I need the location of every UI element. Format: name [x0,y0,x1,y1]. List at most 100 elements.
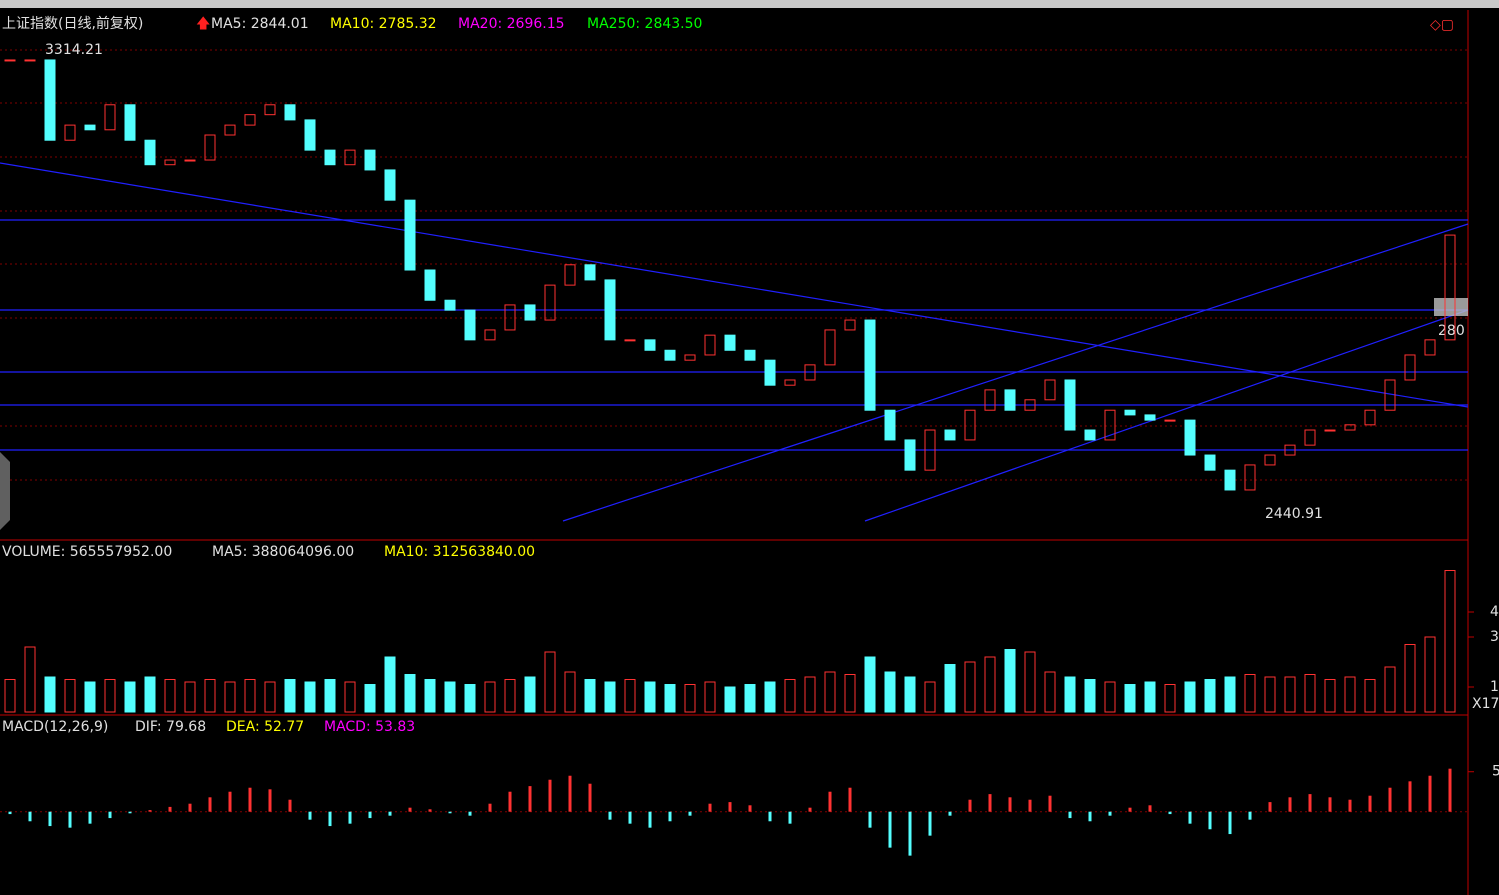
candle [124,104,136,141]
volume-bar [104,679,116,713]
volume-bar [1024,651,1036,713]
candle [1104,409,1116,441]
volume-bar [684,684,696,713]
volume-bar [1164,684,1176,713]
volume-bar [164,679,176,713]
candle [164,159,176,166]
volume-bar [1444,570,1456,713]
candle [1364,409,1376,426]
candle [744,349,756,361]
volume-bar [1244,674,1256,713]
candle [224,124,236,136]
candle [724,334,736,351]
volume-bar [724,686,736,713]
high-label: 3314.21 [45,42,103,58]
candle [564,264,576,286]
candle [324,149,336,166]
volume-bar [764,681,776,713]
volume-bar [884,671,896,713]
ma20-label: MA20: 2696.15 [458,16,565,32]
candle [1084,429,1096,441]
volume-bar [204,679,216,713]
volume-bar [784,679,796,713]
candle [544,284,556,321]
candle [344,149,356,166]
candle [1124,409,1136,416]
candle [524,304,536,321]
candle [824,329,836,366]
volume-bar [44,676,56,713]
volume-bar [1404,644,1416,713]
candle [584,264,596,281]
y-tick-label: 4 [1490,604,1499,620]
candle [1024,399,1036,411]
candle [904,439,916,471]
low-label: 2440.91 [1265,506,1323,522]
volume-bar [1364,679,1376,713]
side-handle[interactable] [0,452,10,530]
volume-bar [304,681,316,713]
volume-bar [1184,681,1196,713]
volume-bar [344,681,356,713]
candle [964,409,976,441]
volume-bar [484,681,496,713]
candle [484,329,496,341]
volume-bar [1064,676,1076,713]
volume-bar [1084,679,1096,713]
candle [1224,469,1236,491]
volume-bar [144,676,156,713]
candle [4,59,16,62]
title: 上证指数(日线,前复权) [2,15,143,32]
volume-bar [1204,679,1216,713]
candle [24,59,36,62]
candle [104,104,116,131]
volume-bar [1004,649,1016,713]
ma10-label: MA10: 2785.32 [330,16,437,32]
volume-bar [24,646,36,713]
candle [1404,354,1416,381]
candle [424,269,436,301]
candle [84,124,96,131]
volume-bar [544,651,556,713]
candle [624,339,636,342]
candle [64,124,76,141]
candle [264,104,276,116]
candle [1264,454,1276,466]
volume-bar [184,681,196,713]
candle [664,349,676,361]
candle [1164,419,1176,422]
volume-bar [1224,676,1236,713]
dif-label: DIF: 79.68 [135,719,206,735]
volume-bar [224,681,236,713]
candle [184,159,196,162]
volume-bar [1284,676,1296,713]
volume-bar [504,679,516,713]
candle [384,169,396,201]
y-tick-label: 3 [1490,629,1499,645]
volume-bar [84,681,96,713]
candle [144,139,156,166]
candle [804,364,816,381]
volume-bar [264,681,276,713]
candle [1004,389,1016,411]
candle [764,359,776,386]
volume-bar [1104,681,1116,713]
ma250-label: MA250: 2843.50 [587,16,702,32]
volume-bar [604,681,616,713]
volume-bar [1044,671,1056,713]
candle [44,59,56,141]
candle [1424,339,1436,356]
candle [1344,424,1356,431]
candle [984,389,996,411]
volume-bar [284,679,296,713]
volume-bar [524,676,536,713]
candle [244,114,256,126]
volume-bar [844,674,856,713]
macd-label: MACD(12,26,9) [2,719,108,735]
window-icon[interactable]: ◇▢ [1430,17,1454,33]
volume-bar [1424,636,1436,713]
volume-bar [1344,676,1356,713]
volume-bar [1384,666,1396,713]
